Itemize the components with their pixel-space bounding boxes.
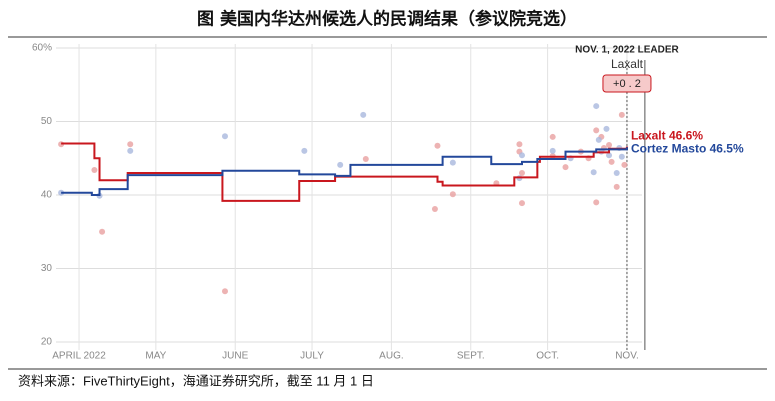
poll-dot	[618, 153, 625, 160]
chart-title: 图 美国内华达州候选人的民调结果（参议院竞选）	[197, 9, 577, 30]
poll-dot	[360, 111, 367, 118]
poll-dot	[221, 133, 228, 140]
x-tick-label: OCT.	[536, 351, 559, 362]
y-tick-label: 60%	[32, 43, 52, 54]
poll-dot	[606, 142, 613, 149]
poll-dot	[127, 141, 134, 148]
poll-dot	[337, 161, 344, 168]
poll-dot	[621, 161, 628, 168]
poll-dot	[549, 133, 556, 140]
poll-dot	[301, 147, 308, 154]
poll-dot	[595, 136, 602, 143]
annotation-leader: Laxalt	[611, 57, 644, 71]
poll-dot	[99, 228, 106, 235]
poll-dot	[593, 199, 600, 206]
x-tick-label: AUG.	[379, 351, 403, 362]
end-label: Laxalt 46.6%	[631, 129, 703, 143]
poll-dot	[606, 152, 613, 159]
trend-line	[61, 147, 628, 196]
x-tick-label: NOV.	[615, 351, 639, 362]
end-label: Cortez Masto 46.5%	[631, 141, 744, 155]
poll-dot	[91, 167, 98, 174]
poll-dot	[449, 159, 456, 166]
poll-dot	[431, 205, 438, 212]
y-tick-label: 50	[41, 116, 53, 127]
poll-dot	[221, 288, 228, 295]
poll-dot	[449, 191, 456, 198]
poll-dot	[562, 164, 569, 171]
x-tick-label: MAY	[145, 351, 166, 362]
poll-dot	[518, 169, 525, 176]
x-tick-label: JUNE	[222, 351, 248, 362]
trend-line	[61, 142, 628, 202]
annotation-box	[602, 74, 652, 93]
y-tick-label: 30	[41, 263, 53, 274]
x-tick-label: APRIL 2022	[52, 351, 106, 362]
poll-dot	[516, 141, 523, 148]
poll-dot	[518, 152, 525, 159]
x-tick-label: SEPT.	[457, 351, 485, 362]
poll-dot	[603, 125, 610, 132]
poll-dot	[549, 147, 556, 154]
poll-dot	[613, 183, 620, 190]
poll-dot	[362, 155, 369, 162]
poll-dot	[590, 169, 597, 176]
poll-dot	[593, 127, 600, 134]
poll-dot	[434, 142, 441, 149]
poll-dot	[618, 111, 625, 118]
y-tick-label: 20	[41, 337, 53, 348]
x-tick-label: JULY	[300, 351, 324, 362]
poll-dot	[608, 158, 615, 165]
annotation-margin: +0 . 2	[613, 78, 641, 90]
poll-dot	[593, 103, 600, 110]
y-tick-label: 40	[41, 190, 53, 201]
poll-dot	[127, 147, 134, 154]
source-note: 资料来源：FiveThirtyEight，海通证券研究所，截至 11 月 1 日	[18, 373, 374, 388]
annotation-title: NOV. 1, 2022 LEADER	[575, 45, 679, 56]
poll-dot	[613, 169, 620, 176]
poll-dot	[518, 200, 525, 207]
